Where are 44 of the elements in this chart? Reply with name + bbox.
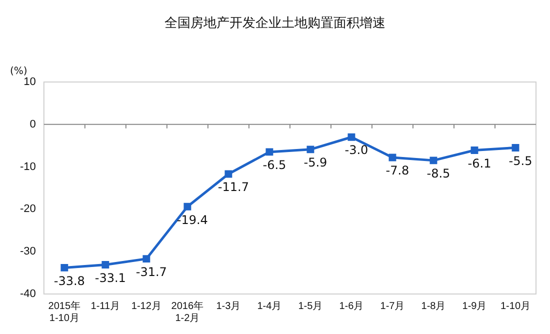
data-label: -5.5 <box>508 154 532 168</box>
point <box>388 154 396 162</box>
data-label: -7.8 <box>386 164 410 178</box>
point <box>224 170 232 178</box>
point <box>306 146 314 154</box>
x-tick-label: 1-7月 <box>380 300 405 312</box>
data-label: -33.8 <box>54 274 85 288</box>
point <box>512 144 520 152</box>
data-label: -19.4 <box>176 212 208 227</box>
point <box>142 255 150 263</box>
x-tick-label: 1-12月 <box>131 300 162 312</box>
y-tick-label: -40 <box>20 288 36 300</box>
x-tick-label: 1-4月 <box>257 300 282 312</box>
point <box>102 261 110 268</box>
point <box>470 146 478 154</box>
point <box>348 133 356 141</box>
data-label: -5.9 <box>304 156 328 170</box>
x-tick-label: 1-8月 <box>421 300 446 312</box>
y-tick-label: 10 <box>24 76 36 88</box>
y-tick-label: 0 <box>30 118 36 130</box>
y-tick-label: -20 <box>20 203 36 216</box>
data-label: -6.1 <box>468 156 492 170</box>
x-tick-label: 1-10月 <box>500 300 531 312</box>
point <box>60 264 68 272</box>
data-label: -33.1 <box>94 270 126 285</box>
data-label: -31.7 <box>136 264 167 279</box>
chart-title: 全国房地产开发企业土地购置面积增速 <box>164 15 386 32</box>
point <box>266 148 274 156</box>
x-tick-label: 2015年 1-10月 <box>48 300 81 324</box>
x-tick-label: 1-5月 <box>298 300 323 312</box>
x-tick-label: 1-9月 <box>462 300 487 312</box>
x-tick-label: 1-11月 <box>90 300 120 312</box>
data-label: -3.0 <box>344 143 368 158</box>
data-label: -11.7 <box>218 180 249 194</box>
y-tick-label: -10 <box>20 160 36 173</box>
x-tick-label: 1-6月 <box>339 300 364 312</box>
y-axis-title: (%) <box>10 66 28 77</box>
x-tick-label: 2016年 1-2月 <box>171 300 204 324</box>
point <box>184 202 192 210</box>
data-label: -6.5 <box>262 158 286 172</box>
x-tick-label: 1-3月 <box>216 300 241 312</box>
point <box>430 156 438 164</box>
data-label: -8.5 <box>426 166 450 181</box>
y-tick-label: -30 <box>20 246 36 258</box>
